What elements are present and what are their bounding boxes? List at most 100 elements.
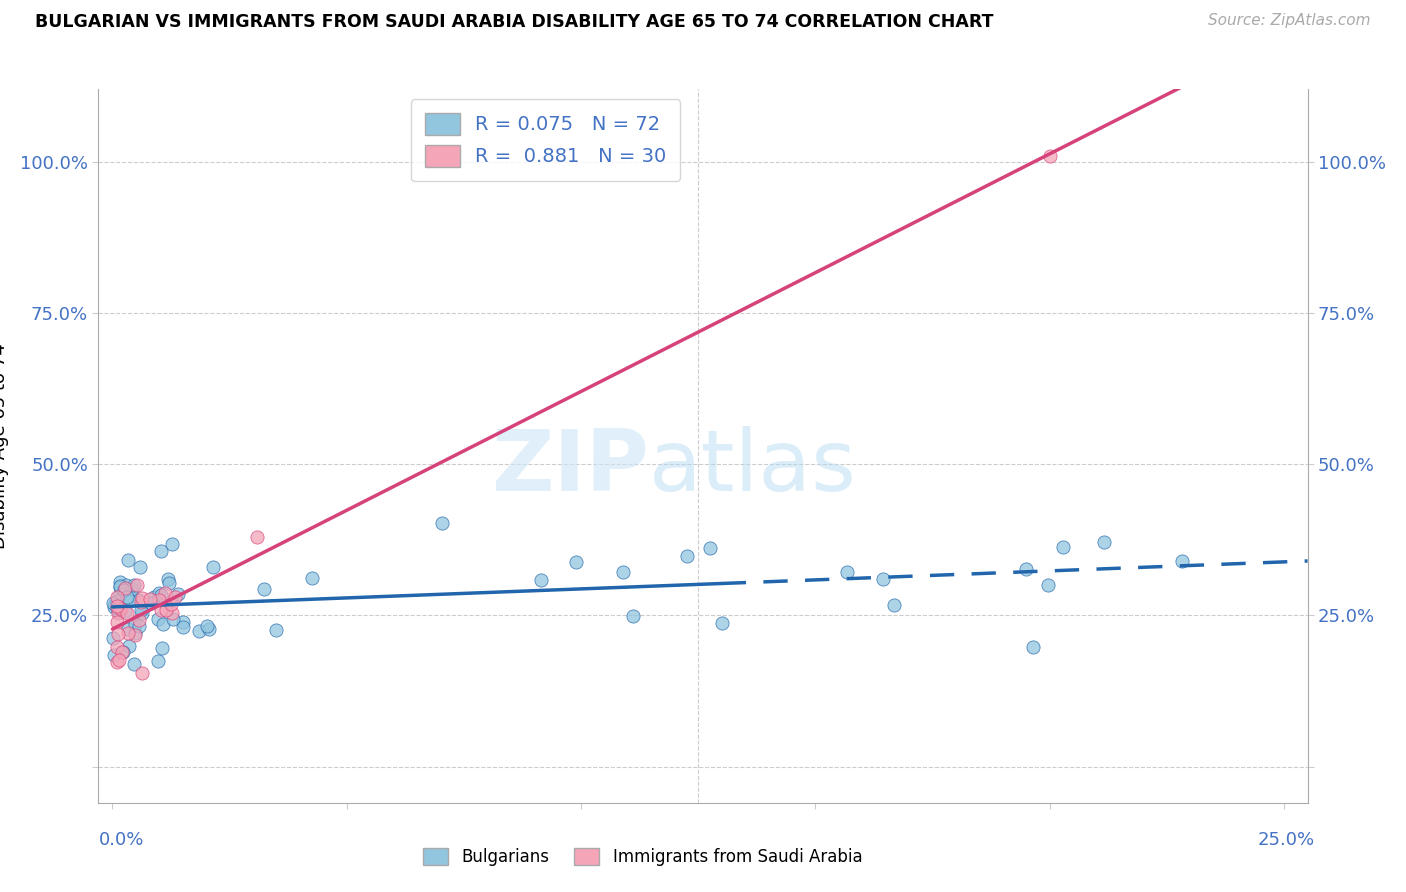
- Point: [188, 624, 211, 638]
- Point: [105, 599, 128, 614]
- Text: BULGARIAN VS IMMIGRANTS FROM SAUDI ARABIA DISABILITY AGE 65 TO 74 CORRELATION CH: BULGARIAN VS IMMIGRANTS FROM SAUDI ARABI…: [35, 13, 994, 31]
- Point: [108, 575, 131, 590]
- Point: [1022, 640, 1045, 655]
- Point: [198, 622, 221, 636]
- Point: [107, 605, 129, 619]
- Point: [120, 593, 142, 607]
- Point: [114, 581, 136, 595]
- Point: [108, 589, 131, 603]
- Point: [266, 624, 288, 638]
- Point: [157, 573, 180, 587]
- Point: [150, 641, 173, 656]
- Point: [141, 596, 163, 610]
- Point: [129, 560, 152, 574]
- Point: [108, 579, 131, 593]
- Point: [107, 627, 129, 641]
- Point: [149, 588, 172, 602]
- Point: [146, 654, 169, 668]
- Point: [117, 553, 139, 567]
- Point: [167, 587, 190, 601]
- Point: [172, 620, 194, 634]
- Point: [155, 603, 177, 617]
- Point: [143, 591, 166, 605]
- Point: [122, 657, 145, 671]
- Point: [149, 544, 172, 558]
- Point: [129, 603, 152, 617]
- Point: [101, 631, 124, 645]
- Point: [128, 619, 150, 633]
- Point: [121, 582, 143, 596]
- Point: [122, 578, 145, 592]
- Point: [148, 593, 170, 607]
- Point: [105, 593, 128, 607]
- Point: [301, 571, 323, 585]
- Point: [530, 573, 553, 587]
- Text: ZIP: ZIP: [491, 425, 648, 509]
- Point: [157, 576, 180, 591]
- Point: [107, 653, 129, 667]
- Point: [699, 541, 721, 555]
- Point: [430, 516, 453, 530]
- Point: [711, 615, 734, 630]
- Point: [114, 605, 136, 619]
- Point: [103, 600, 125, 615]
- Point: [172, 615, 194, 629]
- Point: [118, 640, 141, 654]
- Point: [139, 591, 162, 606]
- Point: [163, 591, 186, 605]
- Point: [1170, 554, 1192, 568]
- Point: [148, 586, 170, 600]
- Point: [101, 596, 124, 610]
- Point: [129, 594, 152, 608]
- Point: [837, 566, 859, 580]
- Point: [117, 622, 139, 636]
- Point: [160, 606, 183, 620]
- Point: [110, 644, 132, 658]
- Point: [131, 665, 153, 680]
- Point: [127, 592, 149, 607]
- Point: [117, 625, 139, 640]
- Text: 0.0%: 0.0%: [98, 831, 143, 849]
- Point: [105, 615, 128, 630]
- Point: [108, 580, 131, 594]
- Point: [1092, 534, 1115, 549]
- Point: [124, 626, 146, 640]
- Point: [253, 582, 276, 596]
- Y-axis label: Disability Age 65 to 74: Disability Age 65 to 74: [0, 343, 8, 549]
- Point: [131, 606, 153, 620]
- Point: [105, 655, 128, 669]
- Point: [1036, 578, 1059, 592]
- Point: [160, 537, 183, 551]
- Point: [110, 600, 132, 615]
- Point: [246, 529, 269, 543]
- Point: [110, 601, 132, 615]
- Point: [155, 586, 177, 600]
- Point: [1039, 149, 1062, 163]
- Point: [195, 618, 218, 632]
- Point: [111, 644, 134, 658]
- Legend: Bulgarians, Immigrants from Saudi Arabia: Bulgarians, Immigrants from Saudi Arabia: [416, 841, 869, 873]
- Point: [105, 640, 128, 655]
- Point: [120, 582, 142, 597]
- Point: [162, 612, 184, 626]
- Point: [1052, 540, 1074, 554]
- Point: [117, 590, 139, 604]
- Point: [149, 603, 172, 617]
- Point: [105, 601, 128, 615]
- Point: [103, 648, 125, 662]
- Point: [872, 572, 894, 586]
- Text: Source: ZipAtlas.com: Source: ZipAtlas.com: [1208, 13, 1371, 29]
- Text: 25.0%: 25.0%: [1257, 831, 1315, 849]
- Point: [152, 617, 174, 632]
- Text: atlas: atlas: [648, 425, 856, 509]
- Point: [114, 578, 136, 592]
- Point: [159, 597, 181, 611]
- Point: [115, 606, 138, 620]
- Point: [124, 628, 146, 642]
- Point: [107, 607, 129, 621]
- Point: [883, 598, 905, 612]
- Point: [125, 577, 148, 591]
- Point: [104, 597, 127, 611]
- Point: [621, 609, 644, 624]
- Point: [148, 612, 170, 626]
